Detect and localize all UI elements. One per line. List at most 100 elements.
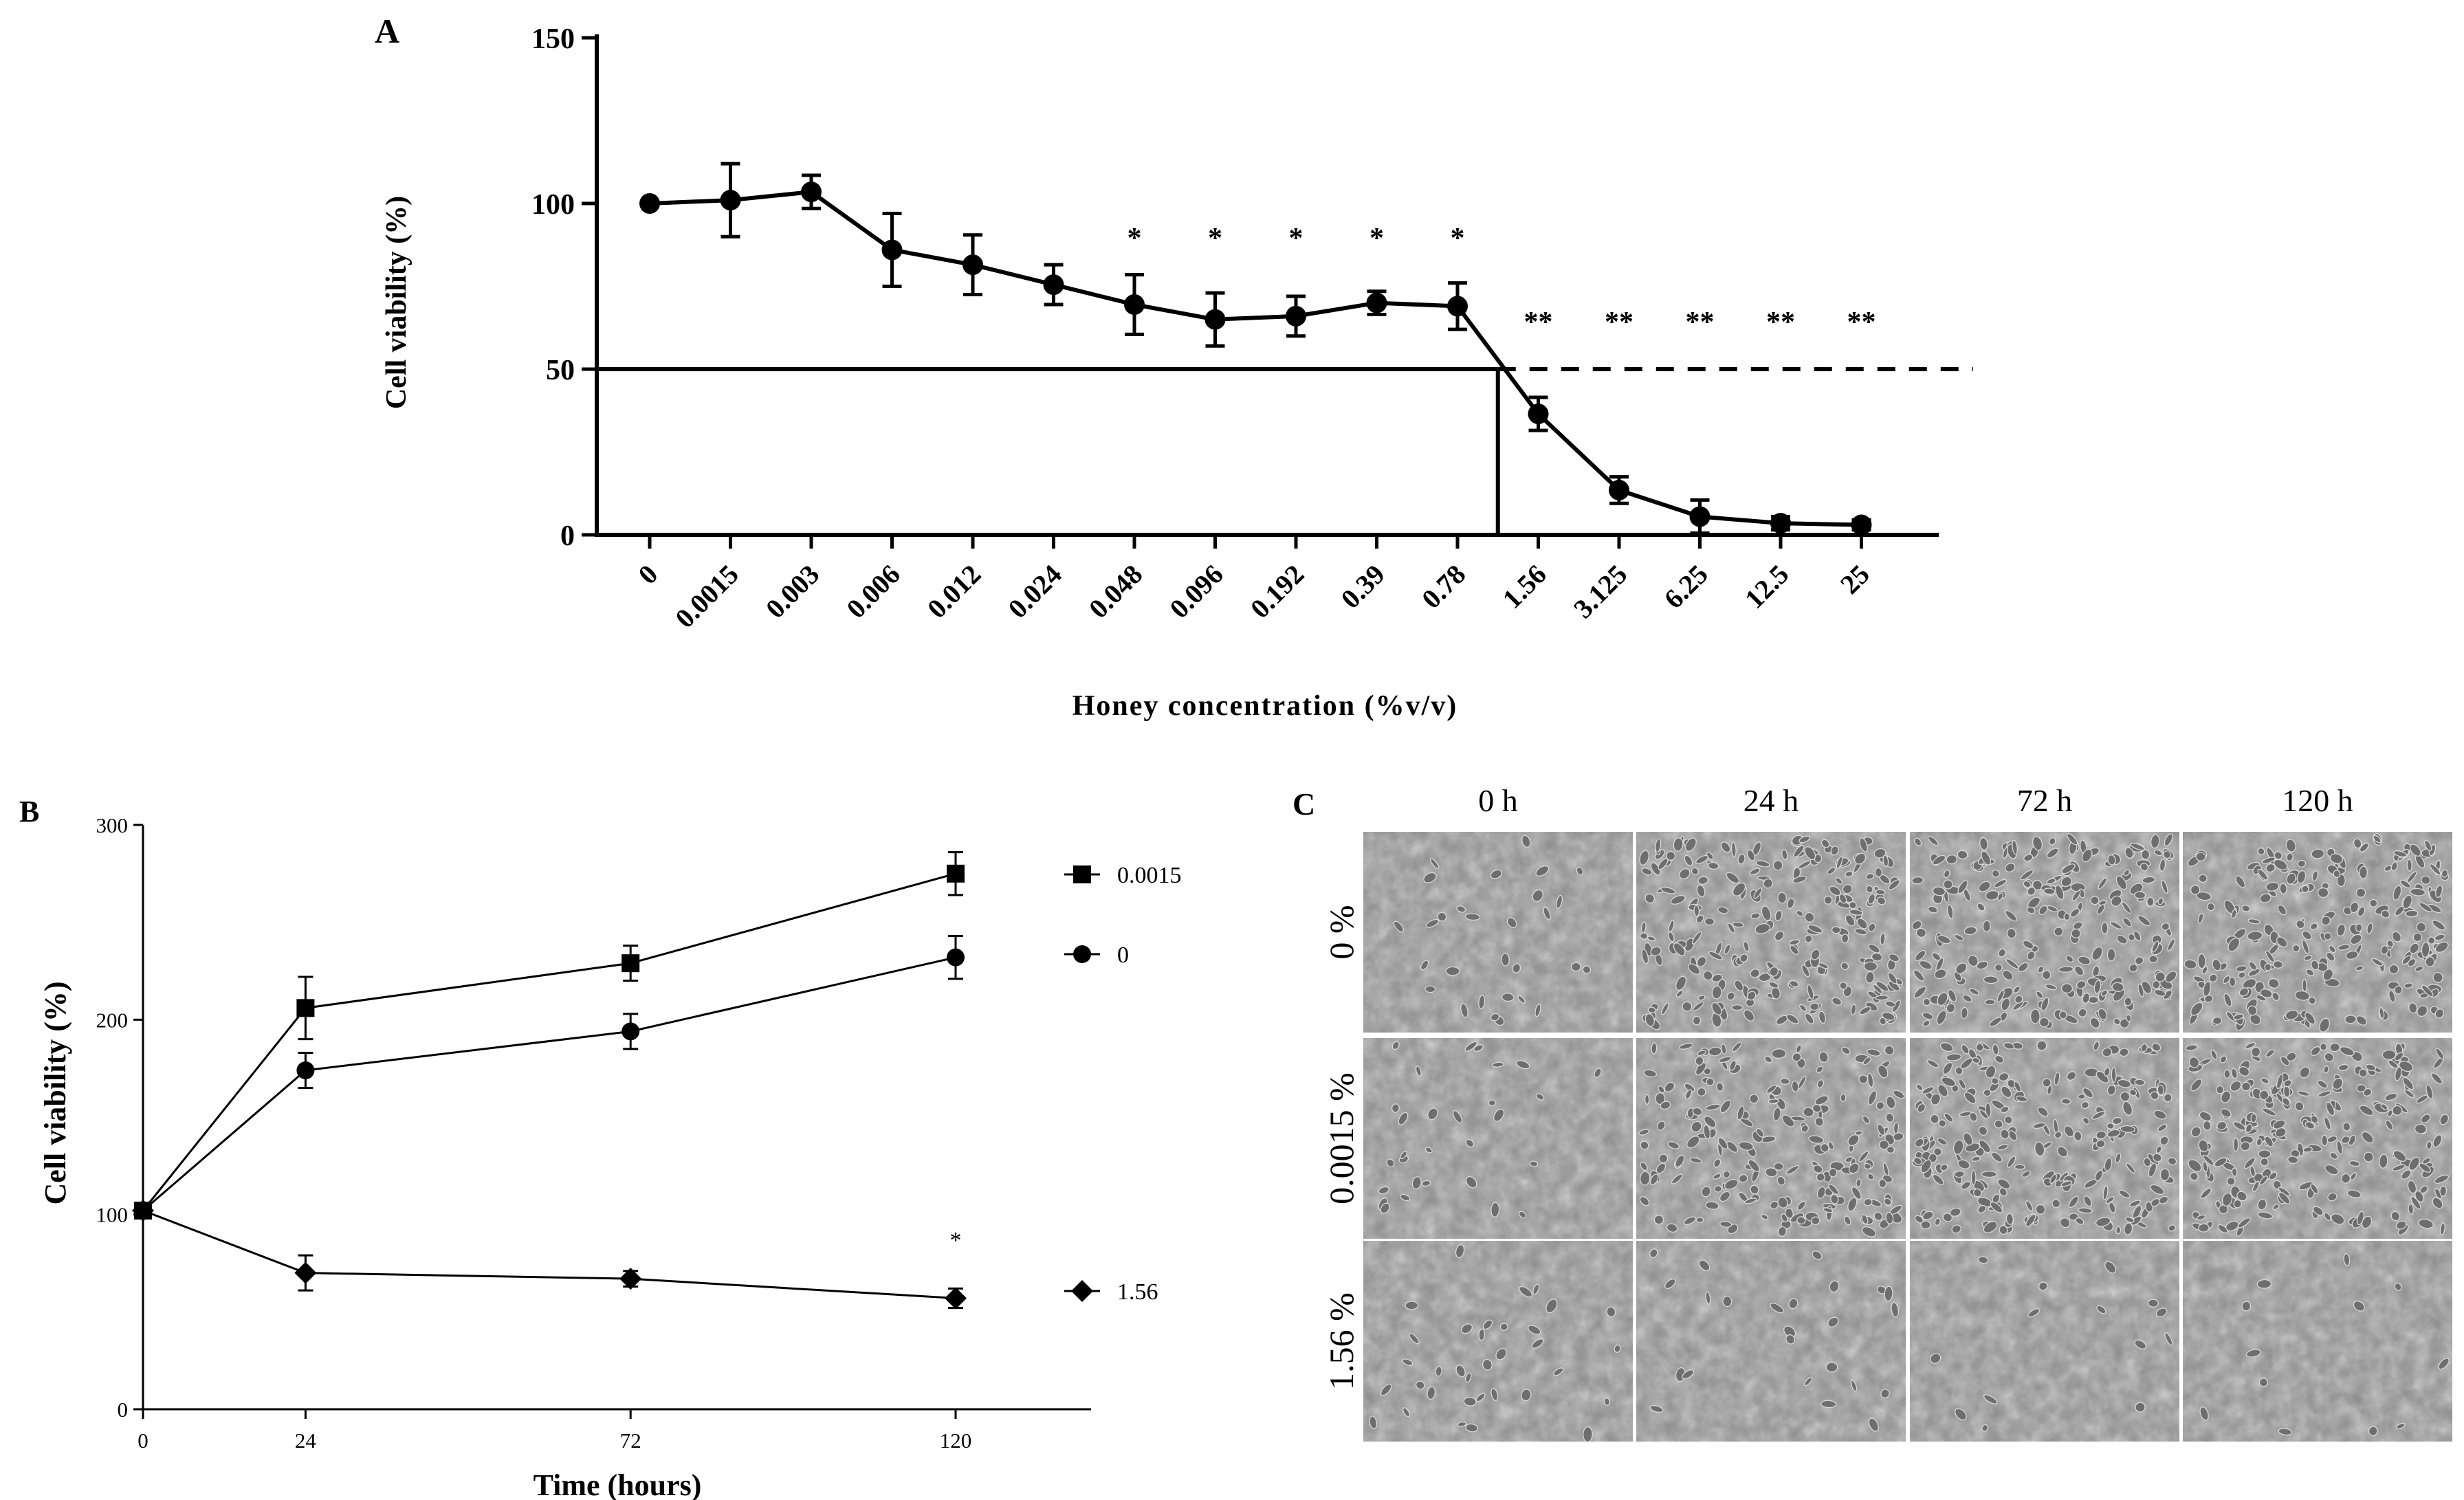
micrograph-cell	[2419, 1162, 2431, 1173]
micrograph-cell	[1761, 1213, 1769, 1220]
micrograph-cell	[1695, 854, 1709, 864]
micrograph-cell	[1985, 1065, 1996, 1079]
micrograph-cell	[2264, 1136, 2274, 1147]
micrograph-cell	[2157, 1123, 2168, 1132]
micrograph-cell	[1932, 854, 1946, 865]
micrograph-cell	[1827, 867, 1836, 875]
micrograph-cell	[2042, 970, 2052, 980]
micrograph-cell	[2023, 880, 2032, 888]
micrograph-cell	[1812, 1104, 1822, 1113]
micrograph-cell	[2356, 1084, 2366, 1092]
micrograph-cell	[1761, 905, 1772, 921]
micrograph-cell	[1873, 1211, 1883, 1221]
micrograph-cell	[2112, 1116, 2122, 1125]
micrograph-cell	[2441, 869, 2449, 878]
panel-b-point-0	[296, 1061, 315, 1079]
micrograph-cell	[2004, 1115, 2013, 1125]
micrograph-cell	[2090, 896, 2100, 905]
micrograph-column-header: 72 h	[2017, 783, 2073, 818]
micrograph-cell	[1952, 1139, 1964, 1155]
micrograph-cell	[1692, 1001, 1704, 1012]
micrograph-cell	[1954, 934, 1964, 942]
micrograph-cell	[2429, 863, 2441, 876]
micrograph-column-header: 24 h	[1744, 783, 1799, 818]
micrograph-cell	[2424, 839, 2432, 852]
micrograph-cell	[1726, 1140, 1739, 1153]
micrograph-cell	[1804, 846, 1816, 861]
micrograph-cell	[2122, 917, 2133, 927]
micrograph-cell	[2394, 1052, 2404, 1061]
micrograph-cell	[2223, 1069, 2231, 1079]
micrograph-tile-texture	[2183, 1241, 2452, 1442]
micrograph-cell	[1827, 1316, 1839, 1327]
micrograph-cell	[2282, 1097, 2291, 1106]
micrograph-cell	[2324, 1164, 2339, 1176]
micrograph-cell	[2329, 853, 2344, 864]
micrograph-cell	[2091, 1110, 2106, 1120]
micrograph-cell	[1658, 1154, 1669, 1164]
micrograph-cell	[2124, 1222, 2133, 1235]
micrograph-cell	[2021, 1170, 2031, 1178]
micrograph-cell	[2128, 963, 2138, 973]
micrograph-cell	[2373, 835, 2382, 843]
micrograph-cell	[1696, 884, 1706, 898]
micrograph-cell	[1975, 1043, 1984, 1052]
micrograph-cell	[2095, 1217, 2111, 1227]
micrograph-cell	[2301, 885, 2309, 894]
micrograph-cell	[1606, 1306, 1616, 1318]
micrograph-cell	[1836, 856, 1843, 869]
micrograph-cell	[2247, 1005, 2258, 1016]
micrograph-cell	[2221, 1090, 2232, 1103]
micrograph-cell	[1920, 1159, 1932, 1173]
micrograph-cell	[2200, 1187, 2212, 1199]
panel-a-significance: **	[1766, 307, 1795, 338]
micrograph-cell	[1495, 1348, 1507, 1360]
micrograph-cell	[1932, 886, 1946, 896]
micrograph-cell	[1804, 912, 1815, 923]
micrograph-cell	[2081, 848, 2093, 863]
micrograph-cell	[1727, 923, 1735, 934]
micrograph-cell	[2326, 951, 2335, 962]
micrograph-cell	[1475, 1393, 1486, 1402]
micrograph-cell	[2052, 1199, 2061, 1209]
panel-a-x-tick-label: 0.003	[760, 559, 825, 624]
micrograph-cell	[1666, 1223, 1678, 1233]
micrograph-cell	[2100, 922, 2109, 934]
micrograph-cell	[2388, 989, 2396, 1003]
micrograph-cell	[1932, 1173, 1944, 1186]
micrograph-cell	[1664, 1278, 1676, 1290]
micrograph-cell	[1717, 1137, 1728, 1150]
micrograph-cell	[1937, 935, 1951, 945]
micrograph-cell	[1943, 879, 1953, 890]
micrograph-cell	[1726, 872, 1740, 884]
panel-label-b: B	[19, 795, 39, 828]
micrograph-cell	[1644, 1013, 1655, 1027]
micrograph-cell	[1978, 1125, 1988, 1136]
micrograph-cell	[2302, 978, 2307, 993]
micrograph-cell	[2257, 847, 2265, 856]
micrograph-cell	[2231, 909, 2237, 919]
micrograph-cell	[2238, 971, 2246, 979]
micrograph-cell	[1818, 1051, 1829, 1063]
micrograph-cell	[2258, 1378, 2269, 1387]
micrograph-cell	[1521, 1389, 1532, 1402]
micrograph-cell	[1893, 1090, 1905, 1099]
micrograph-cell	[1937, 1137, 1948, 1146]
micrograph-cell	[2159, 1168, 2170, 1182]
micrograph-cell	[1463, 1396, 1477, 1407]
micrograph-cell	[1981, 1424, 1989, 1432]
micrograph-cell	[2002, 847, 2009, 859]
micrograph-cell	[1732, 1041, 1742, 1052]
micrograph-cell	[1640, 1140, 1649, 1150]
micrograph-cell	[2113, 1017, 2121, 1026]
micrograph-cell	[2143, 1157, 2152, 1167]
micrograph-cell	[1830, 846, 1839, 856]
micrograph-cell	[2058, 1011, 2067, 1019]
micrograph-cell	[1531, 1338, 1544, 1349]
panel-a-x-tick-label: 0.006	[840, 559, 905, 624]
micrograph-cell	[2190, 1126, 2201, 1138]
micrograph-cell	[2054, 885, 2065, 901]
micrograph-cell	[1719, 1221, 1732, 1228]
micrograph-cell	[2091, 946, 2103, 961]
micrograph-cell	[1801, 1124, 1810, 1133]
